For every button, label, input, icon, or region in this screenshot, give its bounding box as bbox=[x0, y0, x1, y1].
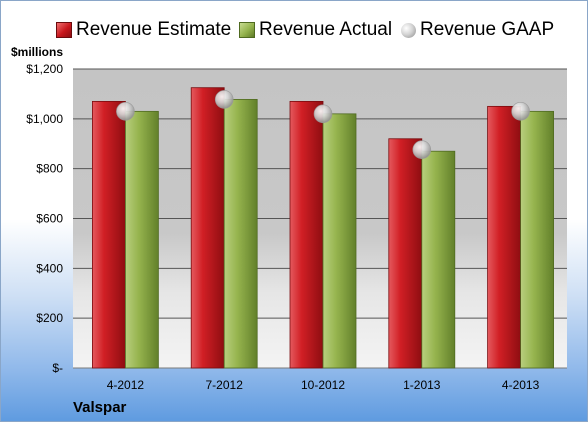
bar-revenue-estimate bbox=[487, 105, 522, 369]
legend-item-actual: Revenue Actual bbox=[239, 17, 392, 43]
y-tick-label: $400 bbox=[36, 261, 63, 275]
x-tick-label: 4-2012 bbox=[107, 378, 145, 392]
bars bbox=[92, 87, 554, 369]
legend-label-actual: Revenue Actual bbox=[259, 19, 393, 40]
x-tick-label: 4-2013 bbox=[502, 378, 540, 392]
bar-revenue-actual bbox=[223, 98, 258, 369]
units-label: $millions bbox=[11, 45, 64, 59]
bar-revenue-actual bbox=[421, 150, 456, 369]
legend-swatch-gaap bbox=[401, 22, 416, 38]
bar-revenue-estimate bbox=[289, 100, 324, 369]
y-tick-label: $- bbox=[52, 361, 63, 375]
marker-revenue-gaap bbox=[511, 102, 530, 121]
y-tick-label: $1,200 bbox=[26, 62, 63, 76]
legend: Revenue Estimate Revenue Actual Revenue … bbox=[1, 17, 587, 43]
legend-swatch-actual bbox=[239, 22, 255, 38]
bar-revenue-actual bbox=[125, 110, 159, 369]
legend-swatch-estimate bbox=[56, 22, 72, 38]
bar-revenue-actual bbox=[322, 113, 357, 369]
marker-revenue-gaap bbox=[313, 104, 333, 124]
marker-revenue-gaap bbox=[214, 90, 234, 109]
y-axis: $- $200 $400 $600 $800 $1,000 $1,200 bbox=[26, 62, 63, 375]
bar-revenue-estimate bbox=[388, 138, 423, 369]
legend-label-estimate: Revenue Estimate bbox=[76, 19, 232, 40]
x-tick-label: 7-2012 bbox=[206, 378, 244, 392]
legend-item-gaap: Revenue GAAP bbox=[401, 17, 554, 43]
y-tick-label: $600 bbox=[36, 212, 63, 226]
legend-label-gaap: Revenue GAAP bbox=[420, 19, 555, 40]
x-tick-label: 1-2013 bbox=[403, 378, 441, 392]
y-tick-label: $200 bbox=[36, 311, 63, 325]
x-axis: 4-2012 7-2012 10-2012 1-2013 4-2013 bbox=[107, 378, 540, 392]
marker-revenue-gaap bbox=[116, 102, 135, 121]
x-tick-label: 10-2012 bbox=[301, 378, 345, 392]
marker-revenue-gaap bbox=[412, 140, 432, 160]
bar-revenue-estimate bbox=[190, 87, 225, 369]
gaap-markers bbox=[116, 90, 530, 160]
y-tick-label: $1,000 bbox=[26, 112, 63, 126]
bar-revenue-actual bbox=[520, 110, 554, 369]
company-name: Valspar bbox=[73, 399, 127, 416]
bar-revenue-estimate bbox=[92, 100, 126, 369]
y-tick-label: $800 bbox=[36, 162, 63, 176]
legend-item-estimate: Revenue Estimate bbox=[56, 17, 231, 43]
